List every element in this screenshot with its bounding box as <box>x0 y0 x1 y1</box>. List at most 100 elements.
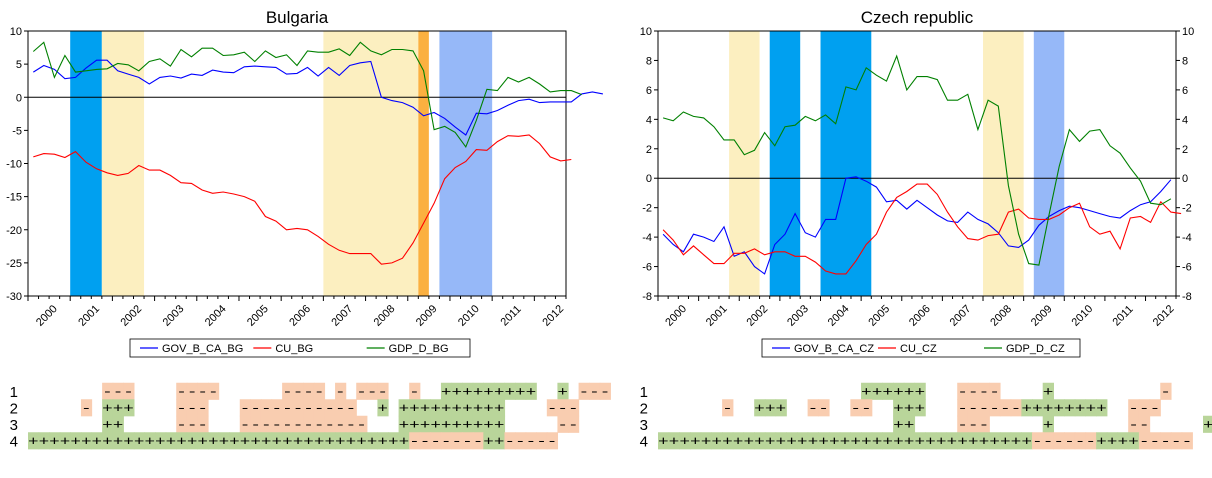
cz-sign-cell <box>764 399 777 417</box>
cz-sign-cell <box>1042 415 1054 433</box>
bg-sign-cell <box>292 432 304 450</box>
cz-sign-cell <box>978 399 990 417</box>
bg-sign-cell <box>388 432 400 450</box>
cz-sign-cell <box>1010 432 1022 450</box>
bg-sign-cell <box>271 415 283 433</box>
bg-ytick-label-8: -30 <box>6 291 22 303</box>
bg-sign-cell <box>345 415 357 433</box>
cz-sign-cell <box>989 399 1001 417</box>
cz-sign-cell <box>1128 399 1140 417</box>
bg-xtick-label-2009: 2009 <box>414 303 440 329</box>
bg-xtick-label-2003: 2003 <box>161 303 187 329</box>
bg-ytick-label-2: 0 <box>16 92 22 104</box>
bg-chart-title: Bulgaria <box>266 8 329 27</box>
cz-sign-cell <box>871 432 884 450</box>
cz-sign-cell <box>1053 432 1065 450</box>
cz-sign-cell <box>1096 432 1108 450</box>
bg-sign-cell <box>271 432 283 450</box>
cz-ytick-label-right-9: -8 <box>1182 291 1192 303</box>
bg-shaded-band-3 <box>418 31 429 296</box>
cz-ytick-label-9: -8 <box>642 291 652 303</box>
bg-sign-cell <box>38 432 50 450</box>
cz-sign-cell <box>967 432 980 450</box>
cz-sign-cell <box>861 382 873 400</box>
cz-ytick-label-1: 8 <box>646 55 652 67</box>
bg-sign-cell <box>483 399 495 417</box>
cz-series-GOV_B_CA_CZ <box>662 176 1172 275</box>
bg-sign-cell <box>123 432 135 450</box>
bg-ytick-label-6: -20 <box>6 225 22 237</box>
bg-sign-cell <box>377 399 389 417</box>
bg-sign-cell <box>504 432 516 450</box>
bg-sign-cell <box>176 432 188 450</box>
bg-sign-cell <box>409 432 421 450</box>
bg-series-CU_BG <box>33 134 572 265</box>
bg-sign-cell <box>197 399 209 417</box>
cz-sign-cell <box>722 432 734 450</box>
bg-sign-cell <box>186 382 199 400</box>
bg-sign-cell <box>260 415 273 433</box>
bg-sign-cell <box>282 432 294 450</box>
cz-sign-row-3: 3 ++ --- + -- ++ <box>640 415 1212 434</box>
cz-xtick-label-2001: 2001 <box>704 303 730 329</box>
bg-sign-cell <box>260 399 273 417</box>
bg-sign-cell <box>112 399 124 417</box>
bg-sign-cell <box>303 432 315 450</box>
bg-legend-label-0: GOV_B_CA_BG <box>162 343 243 355</box>
cz-sign-cell <box>914 432 926 450</box>
cz-sign-cell <box>796 432 809 450</box>
cz-sign-cell <box>1053 399 1065 417</box>
cz-sign-cell <box>818 399 830 417</box>
cz-sign-cell <box>1021 432 1033 450</box>
cz-sign-cell <box>1032 399 1044 417</box>
cz-sign-cell <box>807 399 819 417</box>
bg-sign-cell <box>472 382 484 400</box>
cz-sign-cell <box>732 432 745 450</box>
cz-sign-cell <box>1064 399 1076 417</box>
bg-sign-cell <box>419 399 431 417</box>
bg-sign-cell <box>271 399 283 417</box>
cz-sign-cell <box>828 432 841 450</box>
bg-ytick-label-0: 10 <box>10 26 22 38</box>
bg-sign-row-text-1: --- ---- ---- - --- - +++++++++ + --- <box>28 385 610 400</box>
cz-ytick-label-right-5: 0 <box>1182 173 1188 185</box>
bg-sign-cell <box>313 415 326 433</box>
cz-ytick-label-right-0: 10 <box>1182 26 1194 38</box>
cz-sign-cell <box>1203 415 1212 433</box>
cz-sign-cell <box>1074 399 1087 417</box>
cz-sign-cell <box>679 432 691 450</box>
bg-sign-cell <box>409 382 421 400</box>
cz-shaded-band-2 <box>820 31 872 296</box>
bg-sign-cell <box>313 382 326 400</box>
cz-sign-cell <box>914 399 926 417</box>
bg-sign-cell <box>208 382 220 400</box>
bg-ytick-label-7: -25 <box>6 258 22 270</box>
cz-xtick-label-2009: 2009 <box>1029 303 1055 329</box>
cz-xtick-label-2000: 2000 <box>663 303 689 329</box>
bg-sign-cell <box>133 432 146 450</box>
cz-sign-cell <box>903 399 916 417</box>
cz-sign-cell <box>978 432 990 450</box>
bg-sign-cell <box>440 399 453 417</box>
bg-sign-cell <box>80 432 93 450</box>
bg-sign-cell <box>250 432 262 450</box>
bg-sign-cell <box>144 432 156 450</box>
bg-sign-cell <box>440 415 453 433</box>
bg-sign-cell <box>440 432 453 450</box>
bg-xtick-label-2010: 2010 <box>456 303 482 329</box>
bg-sign-cell <box>472 415 484 433</box>
cz-ytick-label-3: 4 <box>646 114 652 126</box>
cz-sign-cell <box>1085 399 1097 417</box>
cz-sign-row-label-4: 4 <box>640 434 648 451</box>
cz-sign-cell <box>754 399 766 417</box>
cz-sign-cell <box>957 399 969 417</box>
bg-sign-cell <box>515 382 527 400</box>
cz-xtick-label-2007: 2007 <box>948 303 974 329</box>
bg-sign-cell <box>472 399 484 417</box>
cz-sign-row-label-2: 2 <box>640 401 648 418</box>
bg-sign-cell <box>557 415 569 433</box>
cz-xtick-label-2011: 2011 <box>1110 303 1135 328</box>
cz-sign-cell <box>893 432 905 450</box>
bg-sign-cell <box>525 432 537 450</box>
cz-xtick-label-2004: 2004 <box>826 303 852 329</box>
